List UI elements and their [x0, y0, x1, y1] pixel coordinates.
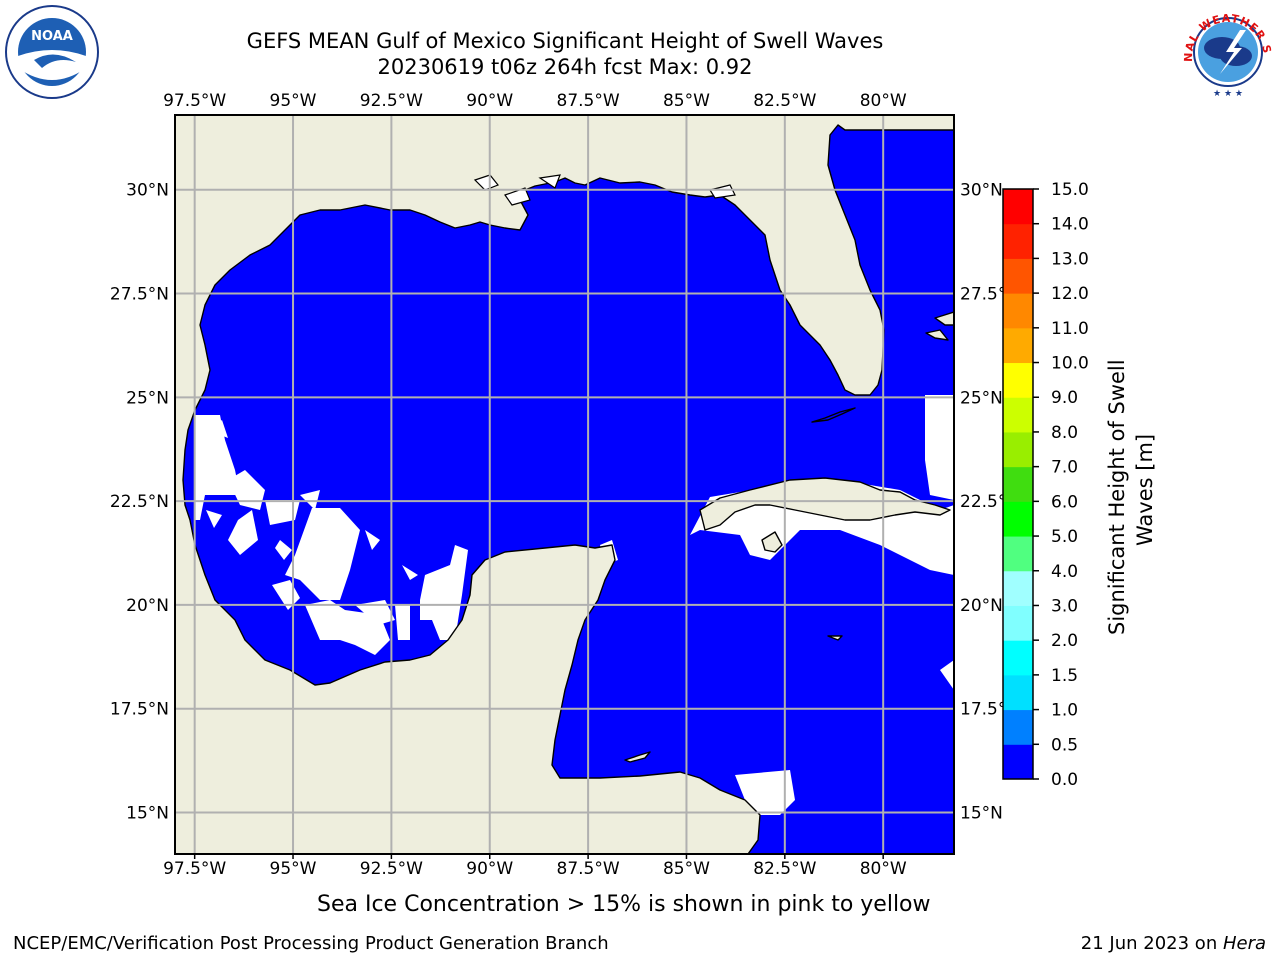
- colorbar-tick-label: 14.0: [1051, 215, 1089, 235]
- colorbar-cell: [1003, 397, 1033, 433]
- lat-label-left: 15°N: [126, 803, 169, 823]
- land-cuba: [699, 477, 951, 531]
- lat-label-left: 25°N: [126, 388, 169, 408]
- chart-title: GEFS MEAN Gulf of Mexico Significant Hei…: [246, 29, 884, 53]
- colorbar-tick-label: 0.0: [1051, 770, 1078, 790]
- colorbar-tick-label: 0.5: [1051, 735, 1078, 755]
- colorbar-cell: [1003, 674, 1033, 711]
- colorbar-frame: [1002, 188, 1034, 780]
- colorbar-cell: [1003, 362, 1033, 398]
- colorbar-tick-label: 2.0: [1051, 631, 1078, 651]
- land-bahamas: [925, 329, 949, 341]
- lat-label-left: 17.5°N: [110, 700, 169, 720]
- colorbar-cell: [1003, 327, 1033, 364]
- ice-caption: Sea Ice Concentration > 15% is shown in …: [317, 892, 931, 917]
- lon-label-bottom: 82.5°W: [753, 859, 816, 879]
- colorbar-cell: [1003, 605, 1033, 641]
- lat-label-left: 30°N: [126, 181, 169, 201]
- colorbar-tick-label: 15.0: [1051, 180, 1089, 200]
- colorbar-tick-label: 3.0: [1051, 596, 1078, 616]
- svg-text:★ ★ ★: ★ ★ ★: [1213, 89, 1243, 99]
- footer-date-text: 21 Jun 2023 on: [1080, 933, 1223, 954]
- colorbar-cells: [1003, 189, 1033, 780]
- colorbar-tick-label: 8.0: [1051, 423, 1078, 443]
- lon-label-top: 95°W: [270, 91, 317, 111]
- colorbar-cell: [1003, 709, 1033, 745]
- lon-label-bottom: 97.5°W: [163, 859, 226, 879]
- colorbar-tick-label: 10.0: [1051, 354, 1089, 374]
- colorbar-ticks: 0.0 0.5 1.0 1.5 2.0 3.0 4.0 5.0 6.0 7.0 8.0 9.0 10.0…: [1033, 180, 1089, 790]
- colorbar-cell: [1003, 570, 1033, 606]
- footer-date: 21 Jun 2023 on Hera: [1081, 933, 1266, 955]
- lon-label-top: 90°W: [466, 91, 513, 111]
- colorbar-tick-label: 11.0: [1051, 319, 1089, 339]
- colorbar-cell: [1003, 536, 1033, 572]
- lat-label-left: 20°N: [126, 596, 169, 616]
- lon-label-top: 85°W: [663, 91, 710, 111]
- land-cayman: [827, 635, 843, 641]
- lat-label-right: 27.5°: [960, 285, 1006, 305]
- map-frame: [174, 114, 955, 855]
- lon-label-bottom: 80°W: [860, 859, 907, 879]
- lat-label-right: 22.5°: [960, 492, 1006, 512]
- land-north-america: [175, 115, 954, 854]
- lat-label-right: 15°N: [960, 803, 1003, 823]
- colorbar-tick-label: 6.0: [1051, 492, 1078, 512]
- lat-label-right: 20°N: [960, 596, 1003, 616]
- colorbar-tick-label: 4.0: [1051, 562, 1078, 582]
- colorbar-cell: [1003, 431, 1033, 468]
- colorbar-cell: [1003, 189, 1033, 225]
- lon-label-top: 92.5°W: [360, 91, 423, 111]
- colorbar-cell: [1003, 640, 1033, 676]
- lat-label-right: 30°N: [960, 181, 1003, 201]
- footer-branch: NCEP/EMC/Verification Post Processing Pr…: [13, 933, 609, 954]
- colorbar-tick-label: 5.0: [1051, 527, 1078, 547]
- colorbar-tick-label: 1.0: [1051, 701, 1078, 721]
- colorbar-tick-label: 7.0: [1051, 458, 1078, 478]
- lon-label-top: 87.5°W: [557, 91, 620, 111]
- lon-label-top: 80°W: [860, 91, 907, 111]
- colorbar-label-line1: Significant Height of Swell: [1105, 359, 1129, 635]
- noaa-logo-text: NOAA: [31, 29, 73, 44]
- lon-label-top: 97.5°W: [163, 91, 226, 111]
- lat-label-right: 25°N: [960, 388, 1003, 408]
- colorbar-tick-label: 13.0: [1051, 249, 1089, 269]
- chart-subtitle: 20230619 t06z 264h fcst Max: 0.92: [377, 55, 753, 79]
- colorbar-cell: [1003, 744, 1033, 780]
- lon-label-bottom: 87.5°W: [557, 859, 620, 879]
- lon-label-bottom: 90°W: [466, 859, 513, 879]
- lon-label-bottom: 92.5°W: [360, 859, 423, 879]
- lat-label-right: 17.5°: [960, 700, 1006, 720]
- colorbar-cell: [1003, 258, 1033, 294]
- colorbar-tick-label: 1.5: [1051, 666, 1078, 686]
- lat-label-left: 27.5°N: [110, 285, 169, 305]
- lon-label-top: 82.5°W: [753, 91, 816, 111]
- land-isle-of-youth: [761, 531, 783, 553]
- land-florida-keys: [811, 407, 856, 423]
- footer-host: Hera: [1222, 933, 1266, 954]
- nws-logo: NATIONAL WEATHER SERVICE ★ ★ ★: [1178, 2, 1276, 100]
- colorbar-cell: [1003, 501, 1033, 537]
- colorbar-cell: [1003, 223, 1033, 259]
- colorbar-cell: [1003, 293, 1033, 329]
- colorbar-tick-label: 12.0: [1051, 284, 1089, 304]
- noaa-logo: NOAA: [5, 5, 99, 99]
- land: [175, 115, 954, 854]
- colorbar-cell: [1003, 466, 1033, 502]
- graticule: [175, 115, 954, 854]
- lon-label-bottom: 85°W: [663, 859, 710, 879]
- land-honduras-islands: [624, 751, 651, 763]
- colorbar-label-line2: Waves [m]: [1133, 434, 1157, 546]
- colorbar-tick-label: 9.0: [1051, 388, 1078, 408]
- lon-label-bottom: 95°W: [270, 859, 317, 879]
- lat-label-left: 22.5°N: [110, 492, 169, 512]
